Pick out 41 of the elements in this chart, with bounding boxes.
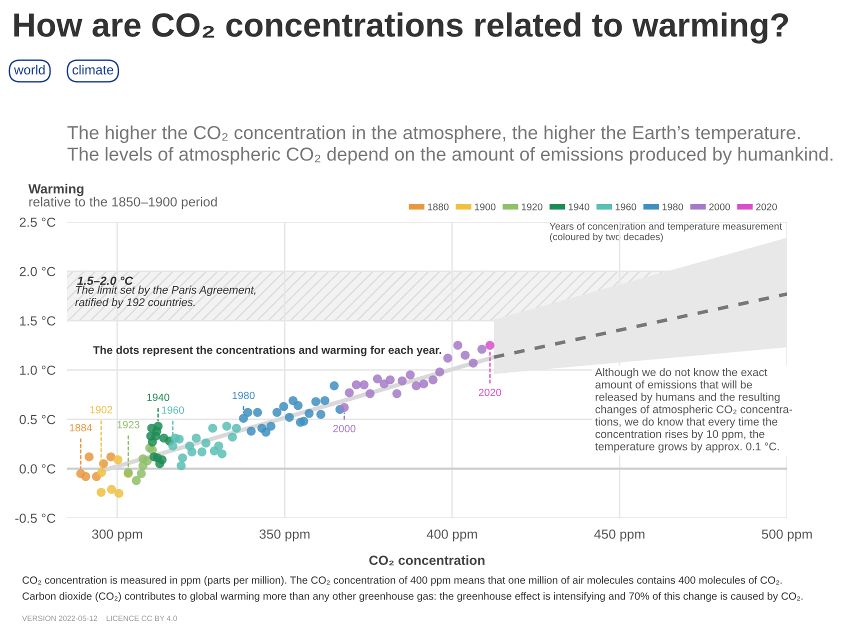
annotation: Although we do not know the exact amount of emissions that will be released by humans and the resulting changes of atmospheric CO₂ concentra- tions, we do know that every time the concentration rises by 10 ppm, the temperature grows by approx. 0.1 °C. [595, 368, 792, 453]
legend-label: 2020 [756, 203, 777, 210]
legend-label: 1980 [662, 203, 684, 210]
legend-label: 1920 [522, 203, 542, 210]
y-tick-label: 1.5 °C [20, 316, 56, 326]
legend-label: 1960 [616, 203, 636, 210]
x-axis-title: CO₂ concentration [369, 555, 484, 566]
annotation: 1902 [90, 406, 112, 414]
annotation: 1960 [162, 406, 184, 414]
legend-label: 1880 [428, 203, 449, 210]
x-tick-label: 300 ppm [92, 529, 142, 542]
annotation: 1923 [117, 421, 140, 428]
annotation: 1884 [70, 424, 92, 432]
chart-subtitle: The higher the CO₂ concentration in the atmosphere, the higher the Earth’s temperature. The levels of atmospheric CO₂ depend on the amount of emissions produced by humankind. [67, 125, 832, 165]
annotation: 2000 [333, 424, 356, 432]
text: climate [72, 64, 114, 75]
x-tick-label: 350 ppm [260, 529, 310, 542]
band-label: 1.5–2.0 °C [77, 276, 134, 285]
text: Carbon dioxide (CO₂) contributes to global warming more than any other greenhouse gas: the greenhouse effect is intensifying and 70% of this change is caused by CO₂. [22, 592, 803, 602]
y-tick-label: 2.5 °C [20, 218, 56, 227]
annotation: 1940 [147, 394, 170, 402]
legend-label: 1900 [474, 203, 496, 210]
x-tick-label: 500 ppm [762, 529, 812, 542]
y-axis-title: Warming [28, 184, 84, 196]
text: world [14, 64, 45, 75]
annotation: The dots represent the concentrations and warming for each year. [93, 346, 442, 356]
annotation: The limit set by the Paris Agreement, ratified by 192 countries. [75, 286, 256, 308]
legend-label: 2000 [709, 203, 730, 210]
y-tick-label: 0.5 °C [20, 414, 56, 424]
y-tick-label: 2.0 °C [20, 266, 56, 276]
x-tick-label: 400 ppm [426, 529, 477, 542]
annotation: 2020 [478, 388, 502, 396]
text: relative to the 1850–1900 period [29, 196, 217, 210]
legend-label: 1940 [568, 203, 590, 210]
y-tick-label: -0.5 °C [15, 514, 56, 523]
chart-title: How are CO₂ concentrations related to warming? [14, 12, 788, 44]
x-tick-label: 450 ppm [594, 529, 644, 542]
y-tick-label: 1.0 °C [20, 366, 56, 375]
text: CO₂ concentration is measured in ppm (parts per million). The CO₂ concentration of 400 ppm means that one million of air molecules contains 400 molecules of CO₂. [22, 576, 782, 586]
y-tick-label: 0.0 °C [20, 464, 56, 474]
annotation: 1980 [232, 392, 255, 400]
